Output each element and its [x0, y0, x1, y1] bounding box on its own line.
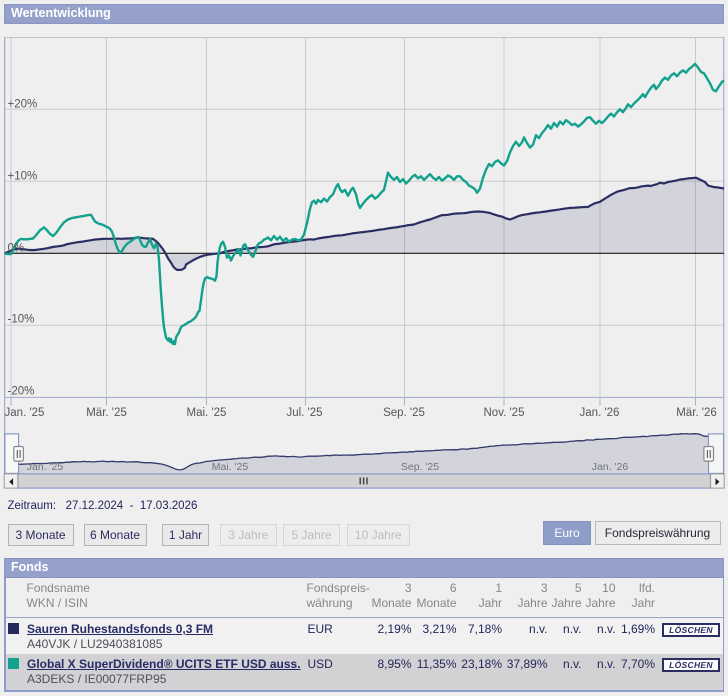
svg-text:Nov. '25: Nov. '25 [484, 407, 525, 419]
svg-text:-10%: -10% [8, 314, 35, 326]
svg-text:Jan. '25: Jan. '25 [27, 461, 64, 473]
svg-text:Mär. '25: Mär. '25 [86, 407, 127, 419]
svg-text:0%: 0% [8, 242, 25, 254]
svg-text:+20%: +20% [8, 98, 38, 110]
svg-text:Sep. '25: Sep. '25 [401, 461, 439, 473]
svg-text:Jan. '26: Jan. '26 [592, 461, 629, 473]
svg-text:Mai. '25: Mai. '25 [212, 461, 249, 473]
svg-text:-20%: -20% [8, 386, 35, 398]
svg-text:Jan. '26: Jan. '26 [580, 407, 620, 419]
svg-text:Jul. '25: Jul. '25 [286, 407, 322, 419]
svg-text:Jan. '25: Jan. '25 [5, 407, 45, 419]
svg-text:Mär. '26: Mär. '26 [676, 407, 717, 419]
svg-text:Mai. '25: Mai. '25 [187, 407, 227, 419]
svg-text:+10%: +10% [8, 170, 38, 182]
svg-text:Sep. '25: Sep. '25 [383, 407, 425, 419]
